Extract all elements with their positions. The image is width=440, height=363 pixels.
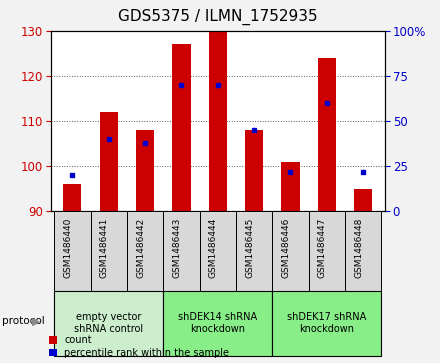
Bar (54, 291, 163, 356)
Text: GSM1486444: GSM1486444 (209, 218, 218, 278)
Bar (282, 162, 300, 211)
Text: GDS5375 / ILMN_1752935: GDS5375 / ILMN_1752935 (118, 9, 318, 25)
Bar (245, 130, 263, 211)
Bar (272, 211, 309, 291)
Text: GSM1486445: GSM1486445 (245, 218, 254, 278)
Text: shDEK17 shRNA
knockdown: shDEK17 shRNA knockdown (287, 313, 367, 334)
Bar (272, 291, 381, 356)
Bar (236, 211, 272, 291)
Text: GSM1486442: GSM1486442 (136, 218, 145, 278)
Legend: count, percentile rank within the sample: count, percentile rank within the sample (49, 335, 229, 358)
Text: GSM1486446: GSM1486446 (282, 218, 290, 278)
Bar (163, 291, 272, 356)
Text: GSM1486448: GSM1486448 (354, 218, 363, 278)
Bar (136, 130, 154, 211)
Bar (163, 211, 200, 291)
Bar (100, 112, 118, 211)
Text: protocol: protocol (2, 316, 45, 326)
Text: GSM1486441: GSM1486441 (100, 218, 109, 278)
Bar (309, 211, 345, 291)
Text: shDEK14 shRNA
knockdown: shDEK14 shRNA knockdown (178, 313, 257, 334)
Text: GSM1486447: GSM1486447 (318, 218, 327, 278)
Bar (54, 211, 91, 291)
Bar (318, 58, 336, 211)
Bar (172, 44, 191, 211)
Bar (127, 211, 163, 291)
Text: ▶: ▶ (32, 316, 40, 326)
Bar (209, 31, 227, 211)
Bar (345, 211, 381, 291)
Text: GSM1486443: GSM1486443 (172, 218, 181, 278)
Bar (200, 211, 236, 291)
Text: empty vector
shRNA control: empty vector shRNA control (74, 313, 143, 334)
Bar (91, 211, 127, 291)
Text: GSM1486440: GSM1486440 (63, 218, 73, 278)
Bar (354, 189, 372, 211)
Bar (63, 184, 81, 211)
